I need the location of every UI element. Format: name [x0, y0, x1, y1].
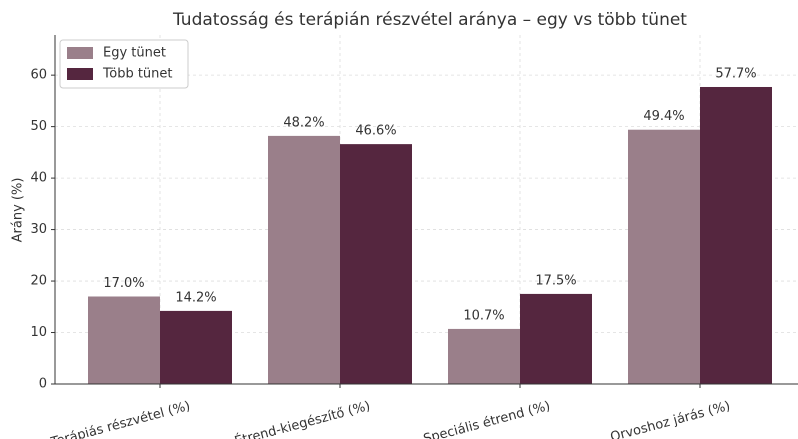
legend-label: Több tünet: [102, 67, 173, 82]
y-tick-label: 60: [30, 68, 47, 83]
y-tick-label: 20: [30, 274, 47, 289]
y-axis-label: Arány (%): [11, 178, 26, 243]
value-label: 57.7%: [715, 66, 756, 81]
legend: Egy tünet Több tünet: [59, 39, 189, 89]
y-tick-label: 40: [30, 171, 47, 186]
legend-label: Egy tünet: [103, 46, 166, 61]
bar: [340, 144, 412, 384]
value-label: 48.2%: [283, 115, 324, 130]
bar: [88, 296, 160, 384]
y-tick-label: 0: [39, 377, 47, 392]
value-label: 49.4%: [643, 109, 684, 124]
bar: [160, 310, 232, 384]
bar: [268, 135, 340, 384]
y-tick-label: 30: [30, 222, 47, 237]
y-tick-label: 50: [30, 119, 47, 134]
chart-title: Tudatosság és terápián részvétel aránya …: [172, 10, 687, 30]
x-tick-label: Terápiás részvétel (%): [49, 399, 192, 439]
bar: [628, 129, 700, 384]
x-tick-label: Speciális étrend (%): [422, 399, 552, 439]
value-label: 10.7%: [463, 308, 504, 323]
bar: [448, 328, 520, 384]
legend-swatch: [67, 47, 93, 59]
value-label: 17.5%: [535, 273, 576, 288]
bar: [700, 86, 772, 384]
x-tick-label: Orvoshoz járás (%): [609, 399, 732, 439]
legend-swatch: [67, 68, 93, 80]
y-tick-label: 10: [30, 325, 47, 340]
value-label: 46.6%: [355, 124, 396, 139]
value-label: 17.0%: [103, 276, 144, 291]
bar: [520, 293, 592, 384]
value-label: 14.2%: [175, 290, 216, 305]
x-tick-label: Étrend-kiegészítő (%): [233, 398, 372, 439]
